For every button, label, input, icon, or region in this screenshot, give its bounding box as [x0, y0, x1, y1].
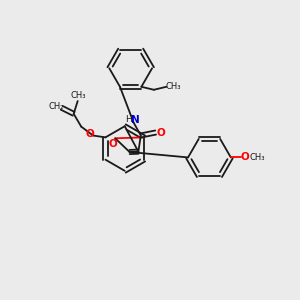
Text: H: H — [125, 115, 131, 124]
Text: O: O — [108, 139, 117, 148]
Text: CH₂: CH₂ — [49, 102, 64, 111]
Text: CH₃: CH₃ — [71, 91, 86, 100]
Text: CH₃: CH₃ — [165, 82, 181, 91]
Text: O: O — [240, 152, 249, 162]
Text: N: N — [131, 115, 140, 124]
Text: O: O — [85, 129, 94, 139]
Text: O: O — [157, 128, 165, 137]
Text: CH₃: CH₃ — [250, 153, 265, 162]
